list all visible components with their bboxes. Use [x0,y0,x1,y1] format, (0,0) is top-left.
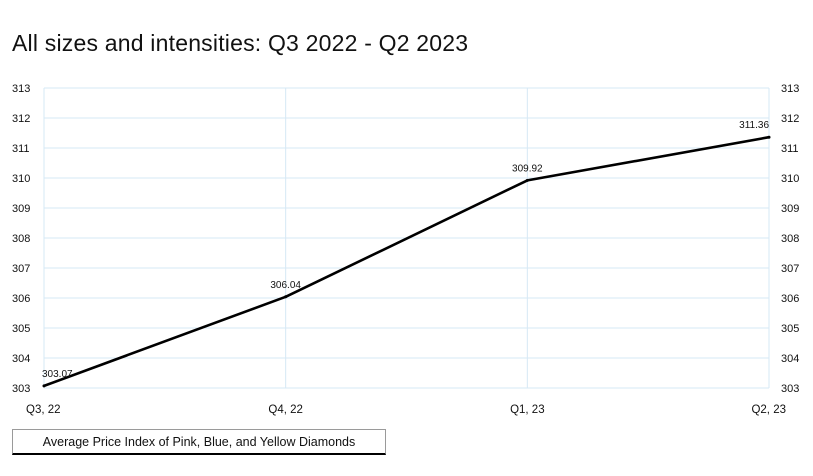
data-point [767,135,771,139]
y-tick-label-left: 309 [12,203,30,215]
y-tick-label-right: 309 [781,203,799,215]
y-tick-label-right: 305 [781,323,799,335]
y-tick-label-right: 313 [781,83,799,95]
x-tick-label: Q3, 22 [26,404,61,416]
data-label: 311.36 [739,120,769,131]
y-tick-label-left: 308 [12,233,30,245]
data-label: 306.04 [270,280,301,291]
y-tick-label-left: 307 [12,263,30,275]
y-tick-label-right: 310 [781,173,799,185]
y-tick-label-left: 305 [12,323,30,335]
x-axis: Q3, 22 Q4, 22 Q1, 23 Q2, 23 [26,404,786,416]
x-tick-label: Q1, 23 [510,404,545,416]
y-tick-label-left: 313 [12,83,30,95]
data-point [284,295,288,299]
y-tick-label-right: 312 [781,113,799,125]
legend: Average Price Index of Pink, Blue, and Y… [12,429,386,455]
y-tick-label-left: 303 [12,383,30,395]
y-tick-label-left: 304 [12,353,30,365]
chart-title: All sizes and intensities: Q3 2022 - Q2 … [12,30,469,56]
y-tick-label-left: 306 [12,293,30,305]
grid-lines [43,87,770,389]
data-point [525,178,529,182]
data-label: 303.07 [42,369,73,380]
y-tick-label-right: 311 [781,143,799,155]
y-tick-label-right: 308 [781,233,799,245]
y-tick-label-right: 307 [781,263,799,275]
y-tick-label-right: 306 [781,293,799,305]
y-axis-right: 303 304 305 306 307 308 309 310 311 312 313 [781,83,799,395]
data-labels: 303.07 306.04 309.92 311.36 [42,120,769,380]
y-tick-label-left: 310 [12,173,30,185]
series-line [42,135,771,388]
y-tick-label-left: 311 [12,143,30,155]
y-axis-left: 303 304 305 306 307 308 309 310 311 312 313 [12,83,30,395]
y-tick-label-right: 304 [781,353,799,365]
legend-label: Average Price Index of Pink, Blue, and Y… [42,434,356,449]
data-label: 309.92 [512,163,543,174]
series-layer [42,135,771,388]
x-tick-label: Q4, 22 [268,404,303,416]
y-tick-label-right: 303 [781,383,799,395]
data-point [42,384,46,388]
x-tick-label: Q2, 23 [751,404,786,416]
y-tick-label-left: 312 [12,113,30,125]
